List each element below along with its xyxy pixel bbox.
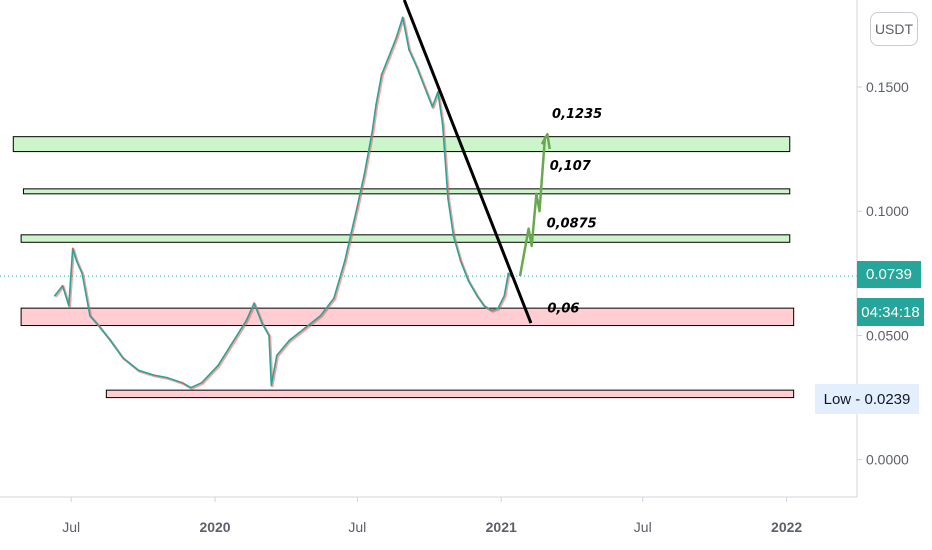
price-series-shadow — [54, 17, 514, 390]
price-point — [137, 369, 140, 372]
price-point — [245, 319, 248, 322]
price-point — [332, 297, 335, 300]
annotation-label: 0,0875 — [547, 216, 597, 231]
price-point — [436, 91, 439, 93]
last-price-badge: 0.0739 — [857, 261, 921, 288]
price-point — [189, 386, 192, 389]
low-price-badge: Low - 0.0239 — [815, 384, 919, 414]
price-point — [81, 272, 84, 275]
price-point — [109, 339, 112, 342]
price-point — [490, 309, 493, 312]
support-zone-3 — [20, 307, 795, 327]
price-point — [441, 123, 444, 126]
price-point — [166, 376, 169, 379]
price-point — [232, 339, 235, 342]
projection-arrowhead — [540, 132, 551, 150]
price-point — [304, 327, 306, 329]
price-point — [253, 302, 256, 305]
annotation-label: 0,107 — [550, 159, 592, 174]
support-zone-4 — [105, 389, 795, 399]
price-point — [217, 364, 220, 367]
price-point — [387, 56, 390, 59]
price-point — [270, 384, 273, 387]
price-point — [343, 260, 346, 262]
horizontal-zones — [0, 136, 857, 399]
price-point — [483, 304, 485, 307]
time-tick-label: Jul — [62, 519, 80, 535]
price-point — [363, 173, 366, 175]
annotation-label: 0,06 — [547, 302, 579, 317]
zone-annotations: 0,1235 0,107 0,0875 0,06 — [547, 107, 603, 317]
annotation-label: 0,1235 — [552, 107, 602, 122]
trendline — [402, 0, 533, 324]
price-point — [319, 314, 322, 317]
price-point — [61, 284, 64, 287]
price-point — [467, 279, 470, 282]
price-point — [447, 197, 449, 200]
price-point — [371, 130, 374, 133]
price-point — [408, 48, 410, 51]
price-point — [380, 73, 383, 76]
price-point — [395, 36, 398, 39]
price-point — [431, 105, 434, 108]
price-tick-label: 0.1000 — [866, 203, 909, 219]
time-tick-label: 2021 — [486, 519, 517, 535]
price-point — [507, 272, 510, 275]
time-axis[interactable]: Jul 2020 Jul 2021 Jul 2022 — [62, 497, 802, 535]
projection-path — [518, 136, 547, 277]
drawings — [402, 0, 551, 324]
price-point — [275, 354, 278, 357]
price-point — [261, 322, 263, 324]
price-point — [503, 294, 506, 297]
price-point — [423, 86, 426, 88]
time-tick-label: 2020 — [199, 519, 230, 535]
price-point — [268, 334, 270, 337]
bar-countdown-badge: 04:34:18 — [857, 298, 924, 326]
price-series-line — [54, 16, 512, 389]
price-point — [452, 235, 455, 237]
price-point — [97, 324, 100, 327]
price-point — [121, 356, 124, 359]
price-axis[interactable]: 0.1500 0.1000 0.0500 0.0000 — [857, 79, 909, 468]
price-point — [459, 260, 462, 262]
price-point — [71, 247, 74, 250]
price-point — [89, 314, 91, 317]
resistance-zone-1 — [22, 188, 791, 195]
price-point — [67, 304, 70, 307]
price-point — [181, 381, 184, 384]
currency-button[interactable]: USDT — [870, 12, 918, 46]
price-point — [415, 66, 418, 68]
price-point — [401, 16, 404, 19]
price-tick-label: 0.0500 — [866, 327, 909, 343]
resistance-zone-2 — [20, 234, 791, 243]
price-point — [476, 294, 478, 297]
resistance-zone-0 — [12, 136, 791, 153]
time-tick-label: Jul — [348, 519, 366, 535]
price-point — [288, 339, 291, 342]
price-point — [356, 205, 359, 208]
price-tick-label: 0.0000 — [866, 452, 909, 468]
price-point — [375, 103, 378, 106]
price-tick-label: 0.1500 — [866, 79, 909, 95]
time-tick-label: Jul — [634, 519, 652, 535]
price-point — [75, 260, 78, 262]
price-point — [153, 374, 155, 377]
price-series — [53, 16, 514, 390]
time-tick-label: 2022 — [771, 519, 802, 535]
price-point — [200, 381, 203, 384]
price-point — [497, 307, 499, 310]
price-point — [53, 294, 56, 297]
